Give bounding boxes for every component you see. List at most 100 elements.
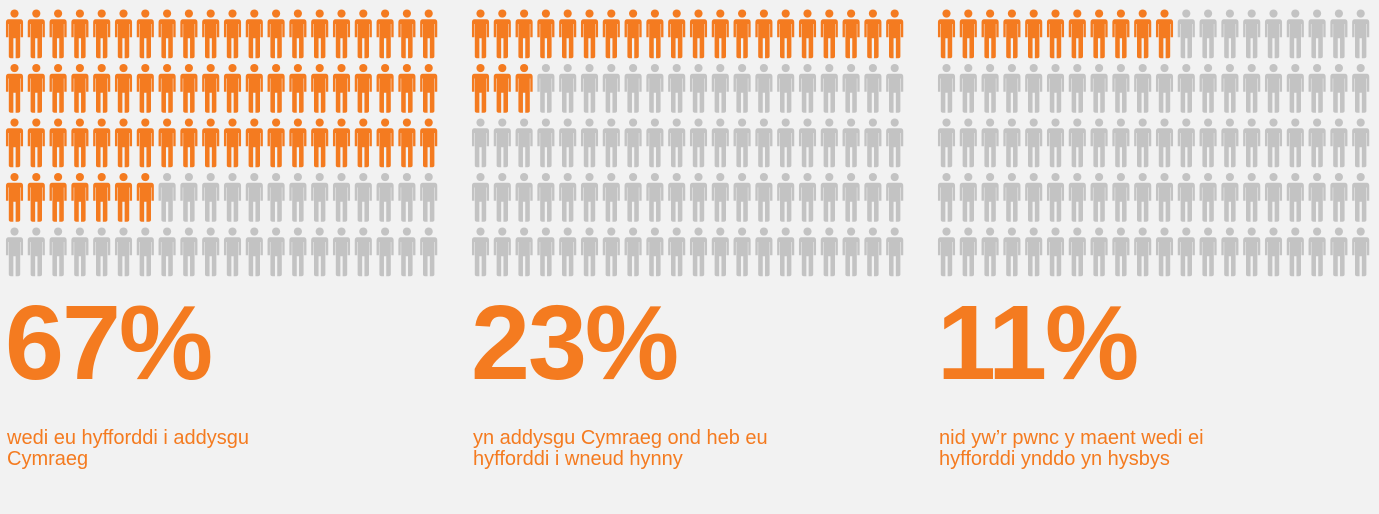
person-icon xyxy=(1330,172,1348,222)
person-icon xyxy=(1068,227,1086,277)
person-icon xyxy=(733,118,751,168)
person-icon xyxy=(420,172,438,222)
person-icon xyxy=(1352,227,1370,277)
person-icon xyxy=(937,172,956,222)
person-icon xyxy=(777,172,795,222)
person-icon xyxy=(624,172,642,222)
person-icon xyxy=(646,63,664,113)
person-icon xyxy=(559,9,577,59)
person-icon xyxy=(624,118,642,168)
person-icon xyxy=(798,227,817,277)
person-icon xyxy=(354,172,372,222)
person-icon xyxy=(1286,9,1304,59)
person-icon xyxy=(755,63,773,113)
person-icon xyxy=(202,172,220,222)
person-icon xyxy=(798,9,817,59)
person-icon xyxy=(1221,9,1239,59)
person-icon xyxy=(1264,227,1283,277)
caption: wedi eu hyfforddi i addysgu Cymraeg xyxy=(7,427,250,470)
person-icon xyxy=(733,63,751,113)
person-icon xyxy=(515,63,533,113)
person-icon xyxy=(1025,118,1043,168)
person-icon xyxy=(820,118,838,168)
person-icon xyxy=(1243,172,1261,222)
filled-icons xyxy=(471,9,904,113)
person-icon xyxy=(1003,172,1021,222)
person-icon xyxy=(537,227,555,277)
person-icon xyxy=(267,63,285,113)
person-icon xyxy=(668,9,686,59)
person-icon xyxy=(1199,118,1217,168)
person-icon xyxy=(1264,172,1283,222)
person-icon xyxy=(180,118,198,168)
person-icon xyxy=(646,9,664,59)
person-icon xyxy=(27,172,45,222)
empty-icons xyxy=(471,63,904,277)
person-icon xyxy=(5,118,24,168)
person-icon xyxy=(223,172,242,222)
person-icon xyxy=(289,63,307,113)
person-icon xyxy=(559,172,577,222)
person-icon xyxy=(1308,227,1326,277)
person-icon xyxy=(471,63,490,113)
person-icon xyxy=(180,63,198,113)
person-icon xyxy=(493,63,511,113)
person-icon xyxy=(420,63,438,113)
person-icon xyxy=(1286,118,1304,168)
person-icon xyxy=(1243,9,1261,59)
person-icon xyxy=(1308,118,1326,168)
percentage: 11% xyxy=(937,284,1139,402)
person-icon xyxy=(93,172,111,222)
person-icon xyxy=(1134,9,1152,59)
person-icon xyxy=(864,9,882,59)
person-icon xyxy=(1155,63,1174,113)
person-icon xyxy=(376,63,394,113)
person-icon xyxy=(1330,227,1348,277)
person-icon xyxy=(267,172,285,222)
person-icon xyxy=(49,172,67,222)
person-icon xyxy=(27,118,45,168)
person-icon xyxy=(180,172,198,222)
person-icon xyxy=(71,172,89,222)
person-icon xyxy=(1330,9,1348,59)
person-icon xyxy=(354,227,372,277)
person-icon xyxy=(1112,172,1130,222)
person-icon xyxy=(158,118,176,168)
person-icon xyxy=(1221,118,1239,168)
person-icon xyxy=(267,9,285,59)
person-icon xyxy=(711,227,729,277)
person-icon xyxy=(1025,227,1043,277)
person-icon xyxy=(136,9,154,59)
person-icon xyxy=(1003,9,1021,59)
person-icon xyxy=(114,63,133,113)
person-icon xyxy=(493,227,511,277)
person-icon xyxy=(1264,9,1283,59)
person-icon xyxy=(136,63,154,113)
person-icon xyxy=(842,227,860,277)
person-icon xyxy=(842,9,860,59)
person-icon xyxy=(420,118,438,168)
person-icon xyxy=(689,172,708,222)
person-icon xyxy=(71,63,89,113)
person-icon xyxy=(711,118,729,168)
person-icon xyxy=(1308,172,1326,222)
person-icon xyxy=(668,172,686,222)
person-icon xyxy=(515,172,533,222)
person-icon xyxy=(624,227,642,277)
person-icon xyxy=(1068,172,1086,222)
person-icon xyxy=(798,172,817,222)
person-icon xyxy=(602,118,620,168)
pictogram xyxy=(5,9,438,277)
person-icon xyxy=(886,63,904,113)
person-icon xyxy=(959,9,977,59)
person-icon xyxy=(1330,63,1348,113)
person-icon xyxy=(471,118,490,168)
person-icon xyxy=(398,227,416,277)
person-icon xyxy=(1177,227,1195,277)
person-icon xyxy=(71,118,89,168)
person-icon xyxy=(136,227,154,277)
person-icon xyxy=(1221,227,1239,277)
person-icon xyxy=(93,9,111,59)
person-icon xyxy=(93,63,111,113)
